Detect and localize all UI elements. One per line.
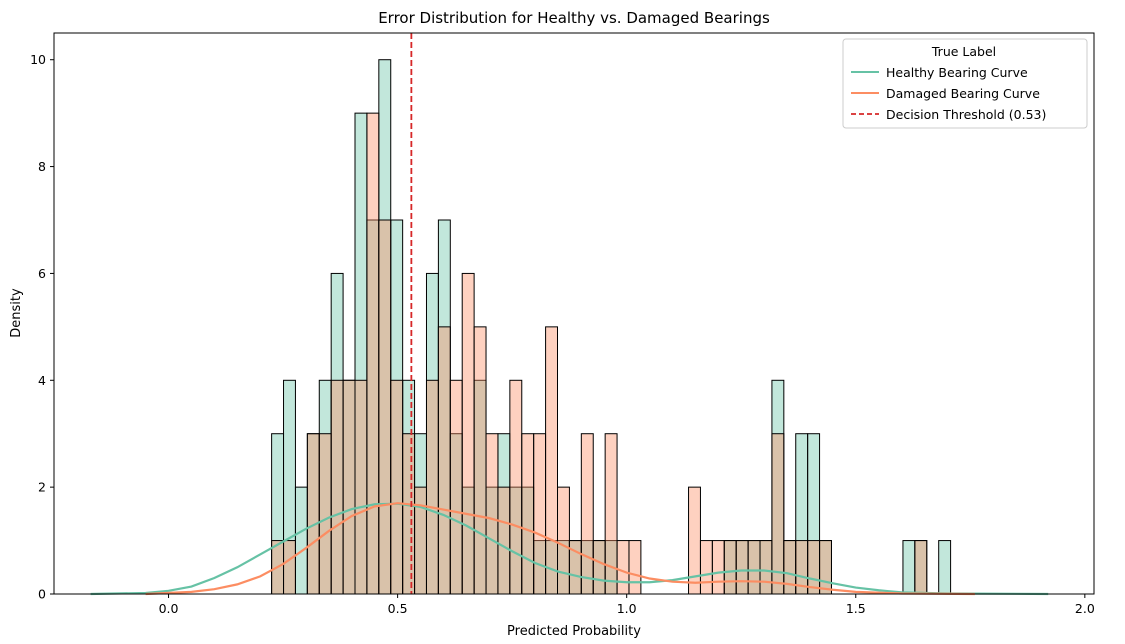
y-tick-label: 2 bbox=[38, 480, 46, 495]
legend-title: True Label bbox=[931, 44, 996, 59]
bar-damaged-3 bbox=[306, 433, 320, 595]
x-tick-label: 1.5 bbox=[846, 601, 866, 616]
bar-damaged-18 bbox=[485, 433, 499, 595]
chart-title: Error Distribution for Healthy vs. Damag… bbox=[378, 9, 770, 27]
plot-frame bbox=[53, 32, 1095, 595]
curve-damaged bbox=[145, 502, 975, 596]
bar-damaged-23 bbox=[545, 326, 559, 595]
y-tick-label: 6 bbox=[38, 266, 46, 281]
bar-damaged-14 bbox=[437, 326, 451, 595]
bar-damaged-7 bbox=[354, 379, 368, 595]
bar-damaged-15 bbox=[449, 379, 463, 595]
bar-damaged-40 bbox=[747, 540, 761, 595]
bar-damaged-43 bbox=[783, 540, 797, 595]
bar-healthy-56 bbox=[938, 540, 952, 595]
bar-damaged-10 bbox=[390, 379, 404, 595]
bar-damaged-21 bbox=[521, 433, 535, 595]
bar-damaged-13 bbox=[425, 379, 439, 595]
bar-damaged-17 bbox=[473, 326, 487, 595]
x-tick-label: 0.5 bbox=[388, 601, 408, 616]
legend-box bbox=[842, 38, 1088, 129]
bar-damaged-11 bbox=[402, 433, 416, 595]
bar-damaged-38 bbox=[723, 540, 737, 595]
bar-damaged-42 bbox=[771, 433, 785, 595]
bar-damaged-22 bbox=[533, 433, 547, 595]
bar-damaged-16 bbox=[461, 272, 475, 595]
bar-damaged-28 bbox=[604, 433, 618, 595]
bar-damaged-6 bbox=[342, 379, 356, 595]
bar-damaged-4 bbox=[318, 433, 332, 595]
x-tick-label: 2.0 bbox=[1075, 601, 1095, 616]
x-tick-label: 0.0 bbox=[159, 601, 179, 616]
axes: 0.0 0.5 1.0 1.5 2.0 0 2 4 6 8 10 bbox=[30, 52, 1095, 616]
bar-damaged-24 bbox=[557, 486, 570, 595]
y-tick-label: 4 bbox=[38, 373, 46, 388]
y-tick-label: 10 bbox=[30, 52, 46, 67]
y-axis-title: Density bbox=[9, 288, 24, 338]
bar-damaged-37 bbox=[711, 540, 725, 595]
bar-damaged-19 bbox=[497, 486, 511, 595]
legend-item-healthy: Healthy Bearing Curve bbox=[851, 65, 1028, 80]
legend-item-damaged: Damaged Bearing Curve bbox=[851, 86, 1040, 101]
legend-label-damaged: Damaged Bearing Curve bbox=[886, 86, 1040, 101]
bar-damaged-39 bbox=[735, 540, 749, 595]
bar-healthy-53 bbox=[902, 540, 916, 595]
bar-damaged-1 bbox=[283, 540, 296, 595]
legend: True Label Healthy Bearing Curve Damaged… bbox=[842, 38, 1088, 129]
bar-damaged-36 bbox=[699, 540, 713, 595]
bar-damaged-12 bbox=[414, 486, 427, 595]
bar-damaged-30 bbox=[628, 540, 642, 595]
x-tick-label: 1.0 bbox=[617, 601, 637, 616]
y-tick-label: 8 bbox=[38, 159, 46, 174]
bar-damaged-41 bbox=[759, 540, 773, 595]
bar-damaged-9 bbox=[378, 219, 392, 595]
bar-damaged-26 bbox=[580, 433, 594, 595]
bar-healthy-2 bbox=[294, 486, 308, 595]
bar-damaged-8 bbox=[366, 112, 380, 595]
curve-healthy bbox=[90, 502, 1049, 596]
bar-damaged-46 bbox=[819, 540, 832, 595]
bar-damaged-5 bbox=[330, 379, 344, 595]
legend-item-threshold: Decision Threshold (0.53) bbox=[851, 107, 1046, 122]
y-tick-label: 0 bbox=[38, 587, 46, 602]
bar-damaged-54 bbox=[914, 540, 928, 595]
bar-damaged-27 bbox=[592, 540, 606, 595]
bar-damaged-20 bbox=[509, 379, 523, 595]
x-axis-title: Predicted Probability bbox=[507, 624, 641, 639]
legend-label-healthy: Healthy Bearing Curve bbox=[886, 65, 1028, 80]
bar-damaged-29 bbox=[616, 540, 630, 595]
legend-label-threshold: Decision Threshold (0.53) bbox=[886, 107, 1046, 122]
